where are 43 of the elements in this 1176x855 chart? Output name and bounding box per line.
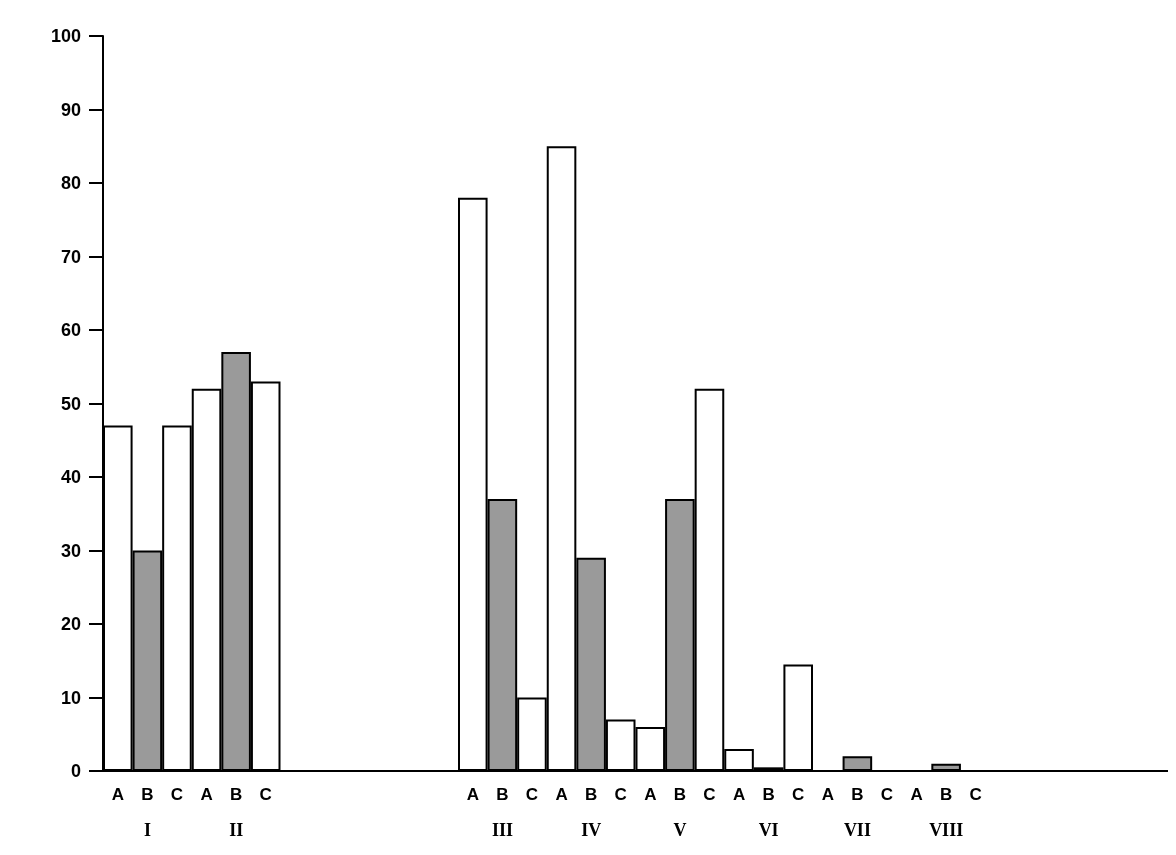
x-tick-label: II	[229, 820, 244, 840]
text: B	[584, 785, 598, 804]
y-tick-label: 90	[60, 99, 81, 120]
y-tick-label: 10	[60, 687, 81, 708]
y-tick-label: 40	[60, 467, 81, 487]
text: C	[969, 785, 982, 804]
series-label: C	[170, 785, 184, 804]
text: A	[644, 785, 657, 804]
y-tick-label: 30	[60, 540, 81, 561]
x-tick-label: VII	[843, 820, 871, 840]
x-tick-label: VIII	[929, 820, 964, 840]
y-tick-label: 70	[60, 246, 81, 267]
y-tick-label: 60	[60, 320, 81, 340]
text: B	[851, 785, 864, 804]
x-tick-label: VI	[758, 820, 779, 840]
x-tick-label: III	[491, 820, 513, 840]
text: C	[792, 785, 805, 804]
text: A	[910, 785, 923, 804]
text: B	[496, 785, 509, 804]
y-tick-label: 20	[60, 614, 81, 634]
series-label: A	[111, 785, 124, 804]
text: A	[821, 785, 834, 804]
text: B	[762, 785, 775, 804]
y-tick-label: 50	[60, 393, 81, 414]
x-tick-label: IV	[581, 820, 602, 840]
y-tick-label: 0	[70, 761, 81, 781]
text: A	[555, 785, 568, 804]
text: C	[703, 785, 716, 804]
text: A	[466, 785, 479, 804]
text: A	[732, 785, 746, 804]
y-tick-label: 80	[60, 173, 81, 193]
text: C	[614, 785, 627, 804]
text: C	[525, 785, 539, 804]
y-tick-label: 100	[50, 26, 81, 46]
text: B	[939, 785, 953, 804]
x-tick-label: I	[143, 820, 151, 840]
series-label: B	[141, 785, 154, 804]
text: A	[200, 785, 213, 804]
text: C	[880, 785, 894, 804]
x-tick-label: V	[673, 820, 687, 840]
text: B	[229, 785, 243, 804]
text: C	[259, 785, 272, 804]
text: B	[673, 785, 687, 804]
